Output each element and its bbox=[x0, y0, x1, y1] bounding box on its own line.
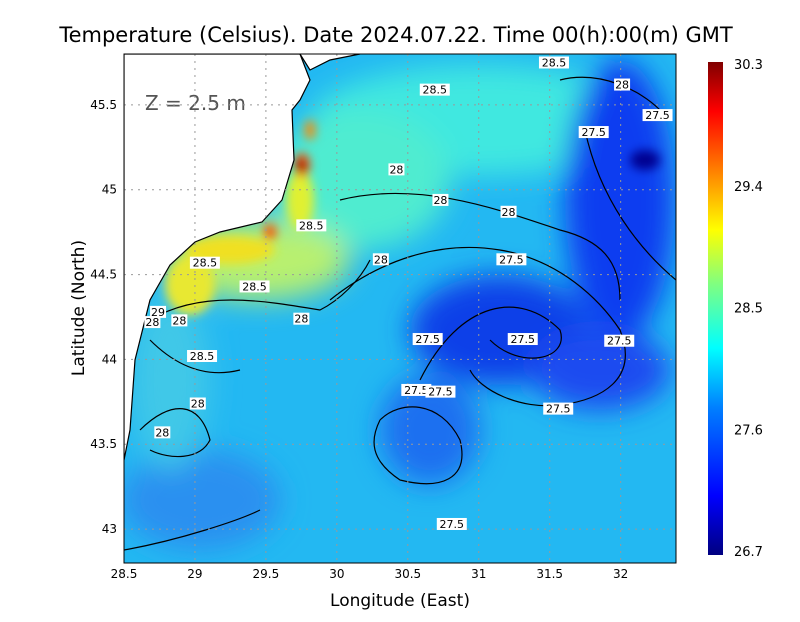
contour-label-bg bbox=[578, 126, 609, 139]
y-tick-label: 45.5 bbox=[90, 98, 117, 112]
contour-label-bg bbox=[412, 333, 443, 346]
plot-frame bbox=[123, 53, 677, 564]
contour-label-bg bbox=[171, 314, 188, 327]
contour-label-bg bbox=[543, 402, 574, 415]
x-axis-label: Longitude (East) bbox=[330, 591, 470, 611]
contour-label-bg bbox=[239, 280, 270, 293]
contour-label: 28 bbox=[145, 316, 159, 329]
contour-label-bg bbox=[154, 426, 171, 439]
contour-label-bg bbox=[614, 78, 631, 91]
contour-label: 28.5 bbox=[242, 280, 267, 293]
contour-label-bg bbox=[432, 193, 449, 206]
chart-title: Temperature (Celsius). Date 2024.07.22. … bbox=[58, 23, 733, 47]
contour-label-bg bbox=[401, 383, 432, 396]
contour-label-bg bbox=[496, 253, 527, 266]
y-tick-label: 44.5 bbox=[90, 268, 117, 282]
y-tick-label: 43 bbox=[102, 522, 117, 536]
contour-label-bg bbox=[425, 385, 456, 398]
contour-label-bg bbox=[372, 253, 389, 266]
contour-label: 27.5 bbox=[546, 403, 571, 416]
contour-label-bg bbox=[293, 312, 310, 325]
contour-label: 29 bbox=[151, 306, 165, 319]
temperature-field: Z = 2.5 m 28.52828.527.527.528282828.528… bbox=[124, 54, 676, 563]
contour-label-bg bbox=[538, 56, 569, 69]
contour-label: 27.5 bbox=[607, 335, 632, 348]
contour-label: 28.5 bbox=[542, 56, 567, 69]
contour-label-bg bbox=[604, 334, 635, 347]
contour-label: 27.5 bbox=[581, 126, 606, 139]
y-tick-label: 43.5 bbox=[90, 437, 117, 451]
contour-label: 28 bbox=[615, 79, 629, 92]
y-tick-label: 45 bbox=[102, 183, 117, 197]
contour-label-bg bbox=[642, 109, 673, 122]
contour-label-bg bbox=[144, 316, 161, 329]
contour-label-bg bbox=[189, 397, 206, 410]
contour-label: 28.5 bbox=[299, 219, 324, 232]
colorbar-ticks: 30.3 29.4 28.5 27.6 26.7 bbox=[734, 58, 763, 560]
contour-label-bg bbox=[436, 517, 467, 530]
colorbar-tick-label: 30.3 bbox=[734, 58, 763, 73]
x-tick-label: 29.5 bbox=[253, 567, 280, 581]
contour-label-bg bbox=[189, 256, 220, 269]
contour-label: 28.5 bbox=[423, 84, 448, 97]
colorbar-tick-label: 27.6 bbox=[734, 423, 763, 438]
y-tick-label: 44 bbox=[102, 352, 117, 366]
contour-label-bg bbox=[419, 83, 450, 96]
contour-label: 28 bbox=[294, 313, 308, 326]
contour-label: 28.5 bbox=[190, 350, 215, 363]
contour-label-bg bbox=[500, 205, 517, 218]
contour-label: 27.5 bbox=[510, 333, 535, 346]
contour-label: 27.5 bbox=[415, 333, 440, 346]
x-tick-label: 31 bbox=[471, 567, 486, 581]
colorbar-tick-label: 26.7 bbox=[734, 545, 763, 560]
colorbar-tick-label: 28.5 bbox=[734, 302, 763, 317]
contour-label: 27.5 bbox=[404, 384, 429, 397]
contour-label: 27.5 bbox=[428, 386, 453, 399]
colorbar-tick-label: 29.4 bbox=[734, 180, 763, 195]
land bbox=[124, 54, 311, 461]
contour-label: 28.5 bbox=[193, 257, 218, 270]
x-tick-label: 28.5 bbox=[111, 567, 138, 581]
contour-lines bbox=[124, 76, 676, 551]
contour-label-bg bbox=[507, 333, 538, 346]
x-tick-label: 30 bbox=[329, 567, 344, 581]
contour-label: 28 bbox=[172, 314, 186, 327]
contour-label: 27.5 bbox=[440, 518, 465, 531]
x-tick-label: 31.5 bbox=[536, 567, 563, 581]
contour-label: 28 bbox=[374, 253, 388, 266]
contour-label-bg bbox=[388, 163, 405, 176]
y-axis: 43 43.5 44 44.5 45 45.5 bbox=[90, 98, 117, 536]
contour-label: 28 bbox=[191, 398, 205, 411]
contour-label: 28 bbox=[433, 194, 447, 207]
x-axis: 28.5 29 29.5 30 30.5 31 31.5 32 bbox=[111, 567, 629, 581]
y-axis-label: Latitude (North) bbox=[69, 240, 89, 376]
x-tick-label: 29 bbox=[187, 567, 202, 581]
contour-label: 28 bbox=[502, 206, 516, 219]
contour-label-bg bbox=[150, 305, 167, 318]
contour-label: 28 bbox=[155, 426, 169, 439]
contour-label: 27.5 bbox=[645, 109, 670, 122]
colorbar bbox=[708, 62, 723, 555]
contour-label-bg bbox=[296, 219, 327, 232]
x-tick-label: 32 bbox=[613, 567, 628, 581]
coastline-north bbox=[299, 54, 361, 71]
grid bbox=[124, 54, 676, 563]
x-tick-label: 30.5 bbox=[394, 567, 421, 581]
contour-label-bg bbox=[187, 350, 218, 363]
contour-label: 28 bbox=[389, 163, 403, 176]
contour-label: 27.5 bbox=[499, 253, 524, 266]
